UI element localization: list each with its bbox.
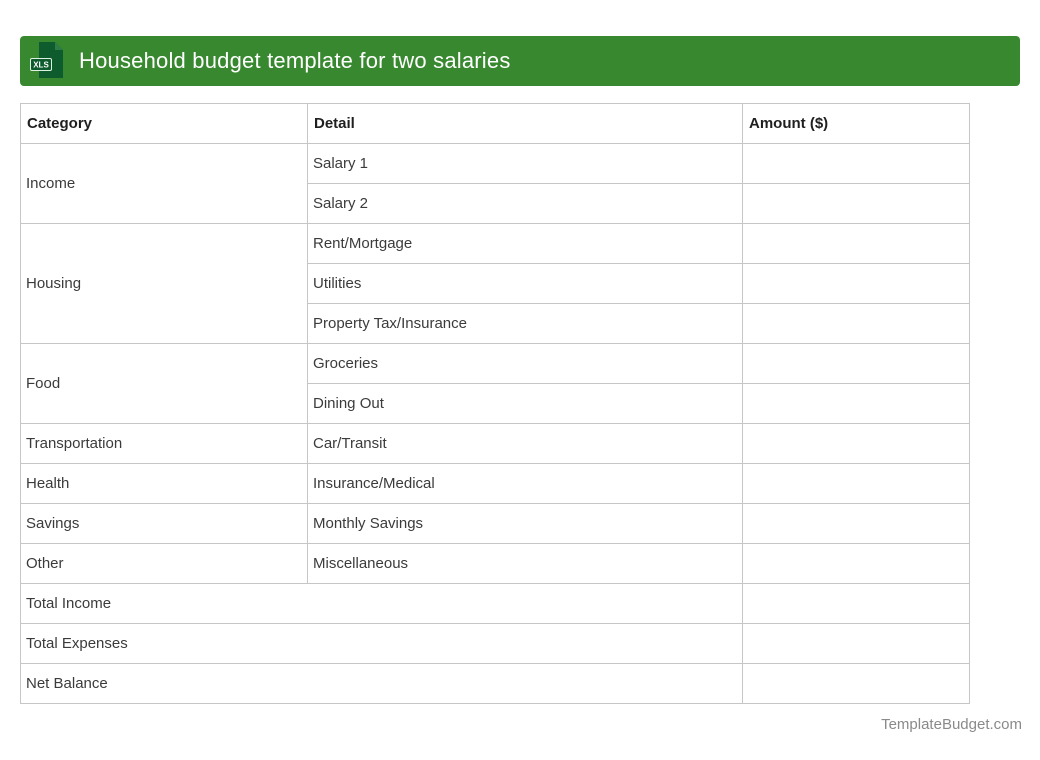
amount-cell <box>742 343 970 384</box>
category-cell-other: Other <box>20 543 308 584</box>
table-row: Other Miscellaneous <box>20 543 970 584</box>
summary-label-cell: Net Balance <box>20 663 743 704</box>
category-cell-housing: Housing <box>20 223 308 344</box>
amount-cell <box>742 223 970 264</box>
header-detail: Detail <box>307 103 743 144</box>
category-cell-food: Food <box>20 343 308 424</box>
header-amount: Amount ($) <box>742 103 970 144</box>
amount-cell <box>742 303 970 344</box>
table-row: Salary 2 <box>21 183 970 224</box>
summary-label-cell: Total Income <box>20 583 743 624</box>
amount-cell <box>742 143 970 184</box>
table-row: Income Salary 1 <box>20 143 970 224</box>
amount-cell <box>742 623 970 664</box>
table-row: Health Insurance/Medical <box>20 463 970 504</box>
amount-cell <box>742 383 970 424</box>
category-cell-transportation: Transportation <box>20 423 308 464</box>
table-row-net-balance: Net Balance <box>20 663 970 704</box>
table-row: Utilities <box>21 263 970 304</box>
detail-cell: Salary 1 <box>307 143 743 184</box>
table-row-total-expenses: Total Expenses <box>20 623 970 664</box>
category-cell-income: Income <box>20 143 308 224</box>
detail-cell: Miscellaneous <box>307 543 743 584</box>
xls-icon-label: XLS <box>33 61 49 70</box>
category-cell-health: Health <box>20 463 308 504</box>
detail-cell: Groceries <box>307 343 743 384</box>
table-row: Property Tax/Insurance <box>21 303 970 344</box>
xls-file-icon: XLS <box>30 42 67 80</box>
table-row: Savings Monthly Savings <box>20 503 970 544</box>
summary-label-cell: Total Expenses <box>20 623 743 664</box>
category-cell-savings: Savings <box>20 503 308 544</box>
detail-cell: Insurance/Medical <box>307 463 743 504</box>
table-row: Transportation Car/Transit <box>20 423 970 464</box>
detail-cell: Rent/Mortgage <box>307 223 743 264</box>
site-watermark: TemplateBudget.com <box>881 716 1022 733</box>
table-header-row: Category Detail Amount ($) <box>20 103 970 144</box>
table-row: Housing Rent/Mortgage <box>20 223 970 344</box>
detail-cell: Car/Transit <box>307 423 743 464</box>
amount-cell <box>742 183 970 224</box>
table-row-total-income: Total Income <box>20 583 970 624</box>
budget-table: Category Detail Amount ($) Income Salary… <box>20 103 970 704</box>
amount-cell <box>742 463 970 504</box>
table-row: Dining Out <box>21 383 970 424</box>
amount-cell <box>742 263 970 304</box>
detail-cell: Dining Out <box>307 383 743 424</box>
table-row: Food Groceries <box>20 343 970 424</box>
title-banner: XLS Household budget template for two sa… <box>20 36 1020 86</box>
amount-cell <box>742 423 970 464</box>
detail-cell: Salary 2 <box>307 183 743 224</box>
detail-cell: Property Tax/Insurance <box>307 303 743 344</box>
amount-cell <box>742 663 970 704</box>
detail-cell: Utilities <box>307 263 743 304</box>
amount-cell <box>742 503 970 544</box>
header-category: Category <box>20 103 308 144</box>
page-title: Household budget template for two salari… <box>79 48 511 73</box>
amount-cell <box>742 543 970 584</box>
footer: TemplateBudget.com <box>20 716 1022 733</box>
detail-cell: Monthly Savings <box>307 503 743 544</box>
amount-cell <box>742 583 970 624</box>
